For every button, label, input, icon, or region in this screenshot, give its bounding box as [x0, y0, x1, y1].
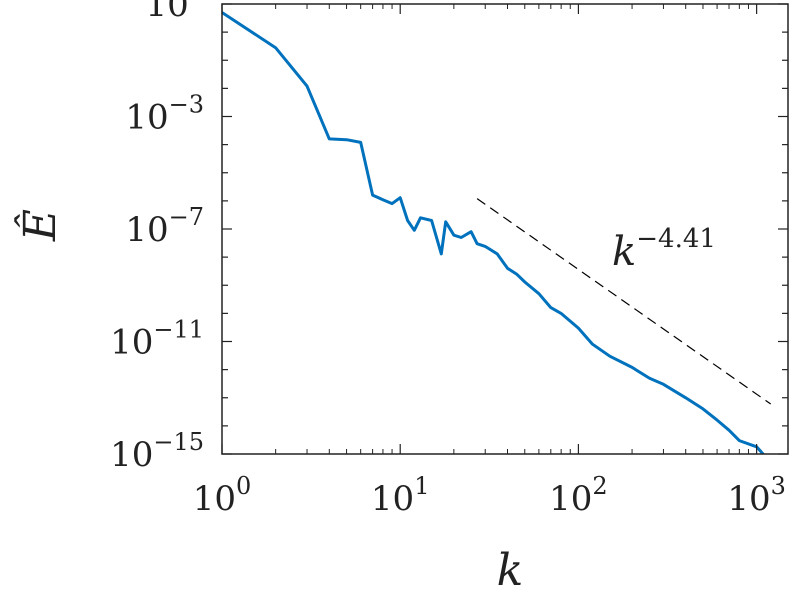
x-tick-label-exponent: 3: [771, 472, 786, 500]
y-axis-title: Ê: [13, 209, 66, 242]
x-tick-label-exponent: 0: [236, 472, 251, 500]
x-tick-label-base: 10: [371, 479, 414, 519]
tick-layer: [221, 3, 788, 455]
x-tick-label: 102: [549, 472, 608, 519]
y-tick-label-exponent: −7: [169, 203, 204, 231]
y-tick-label-base: 10: [145, 0, 188, 25]
x-tick-label: 100: [193, 472, 252, 519]
x-axis-title: k: [497, 545, 524, 590]
x-tick-label: 101: [371, 472, 430, 519]
x-tick-label-base: 10: [193, 479, 236, 519]
slope-annotation: k−4.41: [612, 224, 716, 275]
y-tick-label-base: 10: [125, 210, 168, 250]
y-tick-label: 101: [145, 0, 204, 25]
y-tick-label-base: 10: [125, 98, 168, 138]
y-tick-label-exponent: −11: [153, 316, 204, 344]
slope-annotation-base: k: [612, 229, 636, 275]
y-tick-label: 10−11: [110, 316, 204, 363]
y-tick-label-exponent: −15: [153, 428, 204, 456]
y-tick-label: 10−3: [125, 91, 204, 138]
y-tick-label-exponent: 1: [189, 0, 204, 6]
x-tick-label: 103: [727, 472, 786, 519]
slope-annotation-exponent: −4.41: [636, 224, 716, 254]
y-tick-label-base: 10: [110, 435, 153, 475]
y-tick-label-exponent: −3: [169, 91, 204, 119]
x-tick-label-exponent: 1: [414, 472, 429, 500]
series-layer: [222, 11, 783, 454]
x-tick-label-base: 10: [549, 479, 592, 519]
spectrum-line: [222, 11, 783, 454]
power-law-fit-line: [476, 198, 772, 405]
x-tick-label-base: 10: [727, 479, 770, 519]
x-tick-label-exponent: 2: [592, 472, 607, 500]
y-tick-label: 10−7: [125, 203, 204, 250]
y-tick-label: 10−15: [110, 428, 204, 475]
y-tick-label-base: 10: [110, 323, 153, 363]
